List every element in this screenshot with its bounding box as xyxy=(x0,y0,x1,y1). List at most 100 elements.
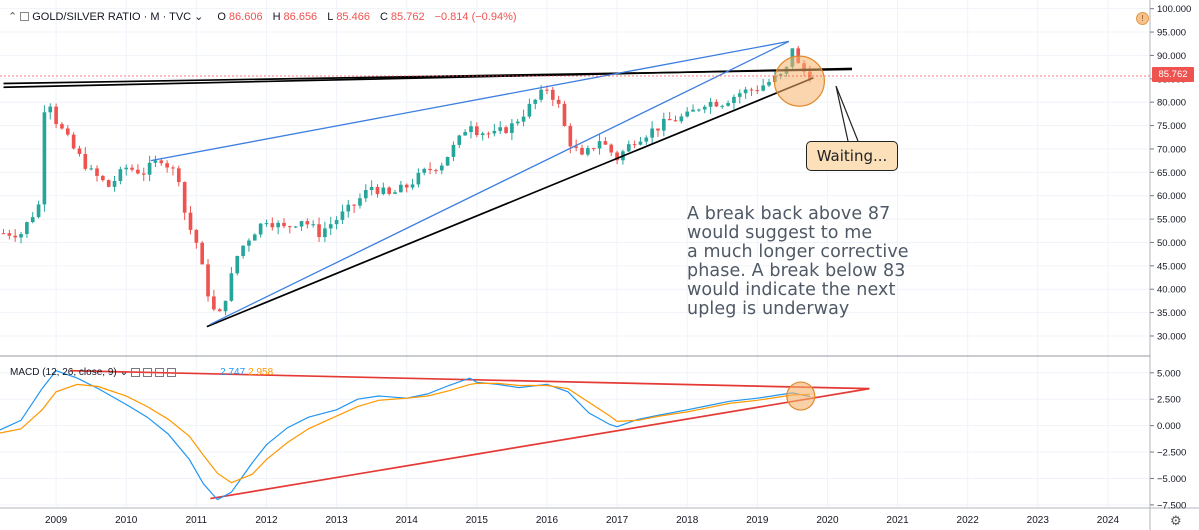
time-tick-label: 2009 xyxy=(45,515,68,526)
price-tick-label: 95.000 xyxy=(1157,28,1186,39)
candle-body xyxy=(247,240,251,246)
time-tick-label: 2011 xyxy=(186,515,208,526)
candle-body xyxy=(492,130,497,134)
symbol-header: ⌃ GOLD/SILVER RATIO · M · TVC ⌄ O 86.606 … xyxy=(8,10,517,24)
annotation-note: A break back above 87 would suggest to m… xyxy=(687,205,947,319)
settings-small-icon[interactable] xyxy=(143,368,153,377)
close-icon[interactable] xyxy=(167,368,177,377)
time-tick-label: 2015 xyxy=(466,515,489,526)
grid xyxy=(0,0,1150,508)
high-label: H xyxy=(272,10,281,23)
candle-body xyxy=(586,148,590,155)
time-tick-label: 2010 xyxy=(115,515,138,526)
candle-body xyxy=(726,103,730,106)
time-tick-label: 2023 xyxy=(1027,515,1050,526)
candle-body xyxy=(714,101,719,107)
candle-body xyxy=(77,148,82,154)
macd-dropdown-icon[interactable]: ⌄ xyxy=(119,367,129,378)
candle-body xyxy=(176,168,181,183)
candle-body xyxy=(737,93,742,97)
candle-body xyxy=(644,137,649,142)
open-label: O xyxy=(217,10,226,23)
candle-body xyxy=(685,111,690,117)
source-icon[interactable] xyxy=(155,368,165,377)
candle-body xyxy=(258,223,263,235)
candle-body xyxy=(299,221,304,227)
candle-body xyxy=(597,141,602,149)
candle-body xyxy=(54,106,58,125)
collapse-icon[interactable]: ⌃ xyxy=(8,11,18,23)
macd-title[interactable]: MACD (12, 26, close, 9) xyxy=(10,367,117,378)
note-line: phase. A break below 83 xyxy=(687,261,906,281)
price-tick-label: 55.000 xyxy=(1157,215,1186,226)
trendline-black-lower xyxy=(206,77,814,328)
price-axis[interactable]: 100.00095.00090.00085.00080.00075.00070.… xyxy=(1150,4,1191,511)
price-tick-label: 75.000 xyxy=(1157,121,1186,132)
candle-body xyxy=(147,162,152,175)
candle-body xyxy=(328,224,333,229)
candle-body xyxy=(212,296,216,310)
candle-body xyxy=(708,101,713,107)
candle-body xyxy=(369,186,374,191)
candle-body xyxy=(7,233,12,236)
price-tick-label: 45.000 xyxy=(1157,261,1186,272)
candle-body xyxy=(667,118,672,121)
candle-body xyxy=(124,167,129,170)
macd-header: MACD (12, 26, close, 9) ⌄ 2.747 2.958 xyxy=(10,367,273,378)
candle-body xyxy=(188,212,193,230)
gear-icon[interactable]: ⚙ xyxy=(1170,513,1182,528)
candle-body xyxy=(539,89,543,100)
candle-body xyxy=(381,187,386,195)
candle-body xyxy=(159,160,164,164)
candle-body xyxy=(153,160,158,163)
eye-icon[interactable] xyxy=(131,368,141,377)
candle-body xyxy=(445,156,450,166)
candle-body xyxy=(83,153,88,169)
price-tick-label: 35.000 xyxy=(1157,308,1186,319)
price-tick-label: 60.000 xyxy=(1157,191,1186,202)
candle-body xyxy=(101,175,105,181)
trendline-blue-lower xyxy=(210,40,790,325)
candle-body xyxy=(434,170,438,172)
candle-body xyxy=(358,198,362,206)
candle-body xyxy=(399,184,403,193)
candle-body xyxy=(510,123,514,133)
candle-body xyxy=(19,234,23,238)
symbol-title[interactable]: GOLD/SILVER RATIO · M · TVC xyxy=(32,10,192,23)
signal-line xyxy=(0,382,810,484)
candle-body xyxy=(71,134,76,149)
open-value: 86.606 xyxy=(228,10,263,23)
candle-body xyxy=(615,152,619,161)
symbol-dropdown-icon[interactable]: ⌄ xyxy=(194,11,204,23)
candle-body xyxy=(200,242,205,265)
candle-body xyxy=(562,103,567,126)
candle-body xyxy=(691,109,695,112)
candle-body xyxy=(65,128,70,135)
trendline-macd-red-lower xyxy=(210,387,870,500)
candle-body xyxy=(457,135,462,145)
time-tick-label: 2013 xyxy=(325,515,348,526)
time-tick-label: 2016 xyxy=(536,515,559,526)
candle-body xyxy=(106,180,111,187)
time-axis[interactable]: 2009 2010 2011 2012 2013 2014 2015 2016 2017 2018… xyxy=(45,515,1120,526)
macd-pane xyxy=(0,369,811,501)
note-line: would indicate the next xyxy=(687,280,896,300)
candle-body xyxy=(650,128,654,138)
candle-body xyxy=(749,89,754,91)
macd-line xyxy=(0,369,811,501)
candle-body xyxy=(252,234,257,241)
candle-body xyxy=(282,222,286,227)
candle-body xyxy=(323,228,327,238)
candle-body xyxy=(42,112,47,205)
candle-body xyxy=(60,124,64,129)
highlight-circle-price xyxy=(773,55,825,107)
candle-body xyxy=(428,168,432,171)
price-tick-label: 100.000 xyxy=(1157,4,1191,15)
candle-body xyxy=(521,116,526,122)
candle-body xyxy=(761,85,765,91)
info-badge-icon[interactable]: ! xyxy=(1136,12,1149,25)
candle-body xyxy=(410,184,415,188)
time-tick-label: 2018 xyxy=(676,515,699,526)
candle-body xyxy=(112,181,117,187)
